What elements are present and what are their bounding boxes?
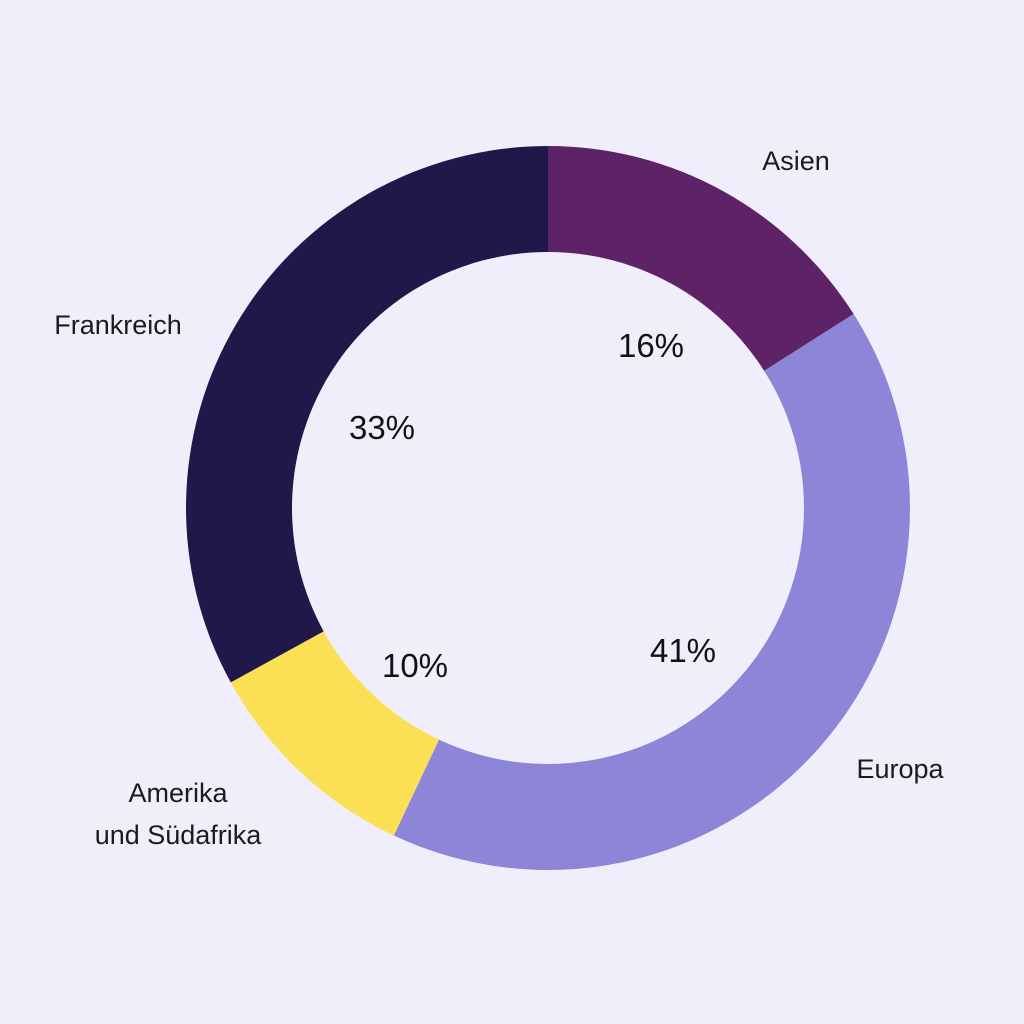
- category-label-line: und Südafrika: [95, 820, 263, 850]
- slice-frankreich: [185, 146, 548, 683]
- category-label-line: Asien: [762, 146, 830, 176]
- slice-asien: [548, 146, 854, 371]
- percentage-labels: 16% 41% 10% 33%: [349, 327, 716, 684]
- value-label-asien: 16%: [618, 327, 684, 364]
- value-label-europa: 41%: [650, 632, 716, 669]
- category-label-line: Amerika: [128, 778, 228, 808]
- slice-amerika-und-suedafrika: [230, 631, 440, 836]
- slice-europa: [393, 314, 911, 870]
- category-label-europa: Europa: [856, 754, 944, 784]
- value-label-frankreich: 33%: [349, 409, 415, 446]
- slices: [185, 146, 911, 870]
- category-label-amerika-und-suedafrika: Amerika und Südafrika: [95, 778, 263, 850]
- category-labels: Asien Europa Amerika und Südafrika Frankreic…: [54, 146, 944, 850]
- value-label-amerika-und-suedafrika: 10%: [382, 647, 448, 684]
- category-label-frankreich: Frankreich: [54, 310, 182, 340]
- category-label-line: Frankreich: [54, 310, 182, 340]
- category-label-asien: Asien: [762, 146, 830, 176]
- category-label-line: Europa: [856, 754, 944, 784]
